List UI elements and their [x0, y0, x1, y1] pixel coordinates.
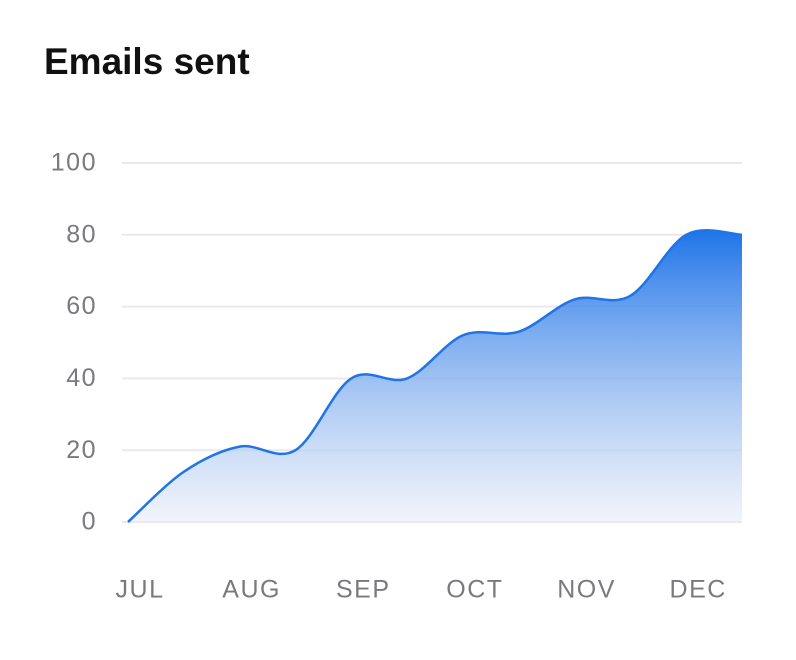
y-tick-label: 0	[82, 508, 97, 536]
line	[127, 229, 743, 523]
y-tick-label: 20	[66, 436, 97, 464]
chart-title: Emails sent	[44, 41, 250, 82]
area	[128, 230, 742, 523]
x-tick-label: OCT	[446, 576, 503, 604]
y-tick-label: 80	[66, 220, 97, 248]
x-tick-label: JUL	[116, 576, 165, 604]
x-tick-label: SEP	[336, 576, 391, 604]
y-tick-label: 100	[51, 149, 97, 177]
y-tick-label: 60	[66, 292, 97, 320]
y-tick-label: 40	[66, 364, 97, 392]
x-tick-label: NOV	[557, 576, 616, 604]
x-tick-label: AUG	[222, 576, 281, 604]
x-tick-label: DEC	[670, 576, 727, 604]
